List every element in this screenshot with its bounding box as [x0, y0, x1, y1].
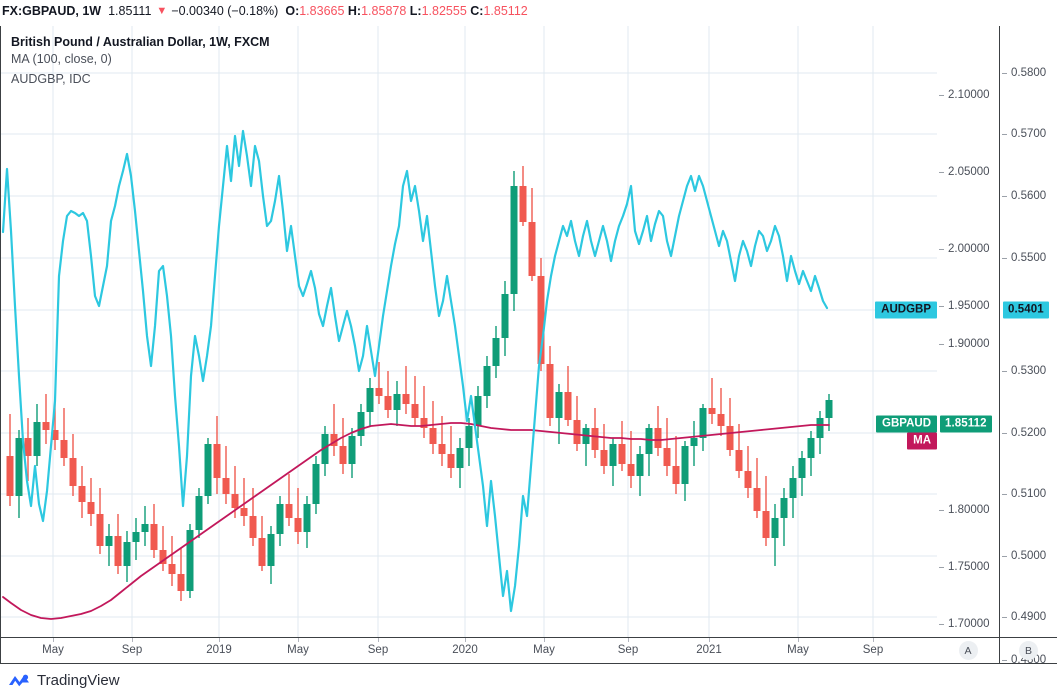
gridlines [1, 26, 937, 637]
price-tick: 0.5600 [1002, 190, 1046, 202]
chart-panel: British Pound / Australian Dollar, 1W, F… [0, 26, 1057, 666]
time-axis-label: May [533, 644, 555, 656]
low-key: L: [409, 4, 422, 18]
time-tick-mark [53, 638, 54, 642]
time-axis-label: May [287, 644, 309, 656]
price-tick: 1.75000 [939, 561, 990, 573]
time-axis-label: May [787, 644, 809, 656]
candlestick-series [6, 166, 833, 601]
open-value: 1.83665 [299, 4, 345, 18]
time-tick-mark [378, 638, 379, 642]
quote-last-price: 1.85111 [108, 4, 152, 18]
time-tick-mark [873, 638, 874, 642]
price-tick: 1.95000 [939, 300, 990, 312]
tradingview-brand[interactable]: TradingView [8, 672, 120, 689]
price-tag-scaleb: 0.5401 [1003, 301, 1049, 319]
time-axis-label: Sep [617, 644, 639, 656]
series-tag-ma[interactable]: MA [907, 432, 937, 450]
price-tick: 0.4900 [1002, 611, 1046, 623]
time-tick-mark [465, 638, 466, 642]
series-tag-gbpaud[interactable]: GBPAUD [876, 415, 937, 433]
tradingview-logo-icon [9, 674, 29, 687]
high-value: 1.85878 [361, 4, 407, 18]
time-axis-label: May [42, 644, 64, 656]
scale-a-button-wrap: A [937, 638, 999, 664]
time-tick-mark [544, 638, 545, 642]
price-tick: 0.5700 [1002, 128, 1046, 140]
down-arrow-icon: ▼ [156, 5, 168, 17]
price-scale-b[interactable]: 0.5800 0.5700 0.5600 0.5500 0.5401 0.5300 0.52… [999, 26, 1057, 666]
close-key: C: [470, 4, 484, 18]
time-axis-label: Sep [121, 644, 143, 656]
time-axis-label: 2019 [206, 644, 232, 656]
price-tag-scalea: 1.85112 [940, 415, 992, 433]
time-axis-label: 2021 [696, 644, 722, 656]
time-tick-mark [132, 638, 133, 642]
price-tick: 0.5100 [1002, 488, 1046, 500]
price-tick: 0.5300 [1002, 365, 1046, 377]
price-tick: 2.10000 [939, 89, 990, 101]
quote-symbol[interactable]: FX:GBPAUD, 1W [2, 4, 102, 18]
price-tick: 0.5200 [1002, 427, 1046, 439]
time-tick-mark [798, 638, 799, 642]
time-tick-mark [628, 638, 629, 642]
price-tick: 1.70000 [939, 618, 990, 630]
high-key: H: [347, 4, 362, 18]
scale-b-button[interactable]: B [1019, 641, 1038, 660]
time-axis-label: Sep [862, 644, 884, 656]
brand-label: TradingView [37, 672, 120, 689]
price-tick: 2.00000 [939, 243, 990, 255]
close-value: 1.85112 [483, 4, 528, 18]
time-tick-mark [709, 638, 710, 642]
price-scale-a[interactable]: 2.10000 2.05000 2.00000 1.95000 1.90000 1.851… [937, 26, 999, 638]
price-tick: 0.5800 [1002, 67, 1046, 79]
time-tick-mark [298, 638, 299, 642]
quote-bar: FX:GBPAUD, 1W 1.85111 ▼ −0.00340 (−0.18%… [0, 0, 1057, 22]
audgbp-compare-line [1, 129, 829, 613]
plot-area[interactable]: British Pound / Australian Dollar, 1W, F… [0, 26, 937, 638]
chart-canvas [1, 26, 937, 637]
time-axis-label: Sep [367, 644, 389, 656]
price-tick: 0.5500 [1002, 252, 1046, 264]
open-key: O: [285, 4, 300, 18]
price-tick: 1.90000 [939, 338, 990, 350]
time-axis-label: 2020 [452, 644, 478, 656]
scale-a-button[interactable]: A [958, 641, 978, 660]
price-tick: 2.05000 [939, 166, 990, 178]
low-value: 1.82555 [421, 4, 467, 18]
price-tick: 0.5000 [1002, 550, 1046, 562]
quote-change: −0.00340 (−0.18%) [171, 4, 279, 18]
price-tick: 1.80000 [939, 504, 990, 516]
time-axis[interactable]: May Sep 2019 May Sep 2020 May Sep 2021 May Sep [0, 638, 937, 664]
scale-b-button-wrap: B [999, 638, 1057, 664]
time-tick-mark [219, 638, 220, 642]
moving-average-line [2, 422, 830, 620]
series-tag-audgbp[interactable]: AUDGBP [875, 301, 937, 319]
